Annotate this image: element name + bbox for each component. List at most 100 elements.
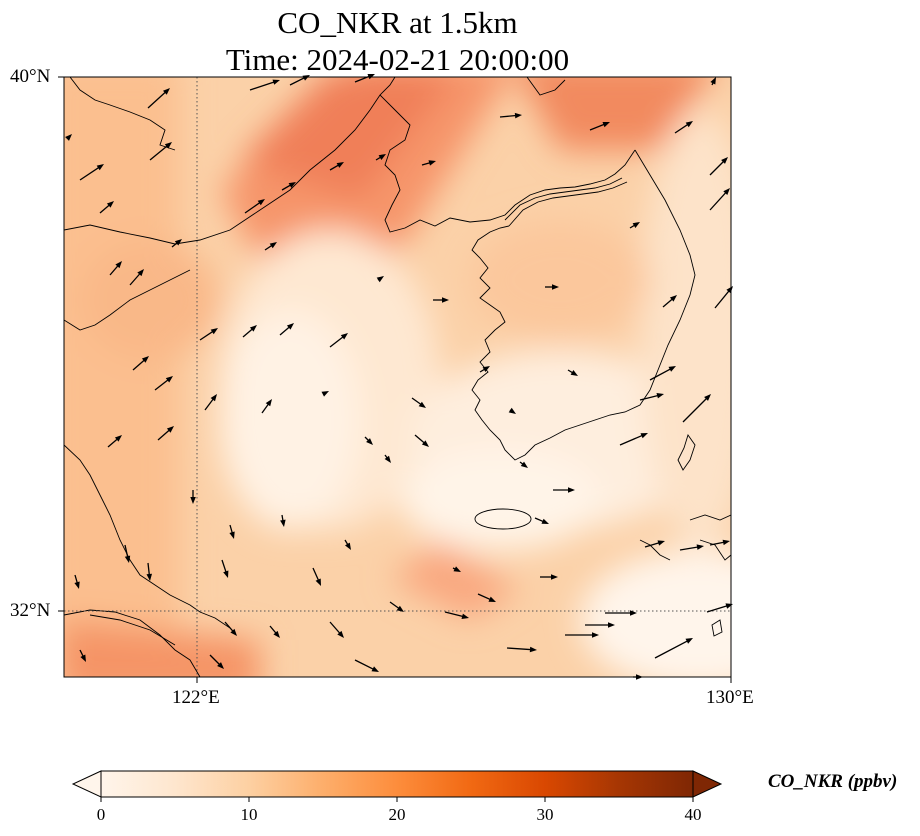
wind-vector-head	[124, 555, 131, 563]
wind-vector-head	[230, 628, 237, 636]
wind-vector-head	[280, 519, 286, 527]
wind-vector-head	[568, 487, 575, 493]
wind-vector-shaft	[249, 80, 278, 91]
wind-vector-shaft	[709, 189, 729, 211]
wind-vector-head	[190, 497, 196, 504]
colorbar-tick-40: 40	[684, 805, 702, 824]
coastlines	[64, 77, 731, 677]
wind-vector-head	[321, 391, 329, 397]
wind-vector-head	[106, 201, 114, 208]
colorbar-extend-min	[71, 770, 102, 798]
wind-vector-head	[96, 164, 104, 171]
wind-vector-head	[384, 455, 391, 463]
wind-vector-head	[114, 435, 122, 442]
wind-vector-head	[396, 605, 404, 612]
lat-label-32n: 32°N	[10, 600, 51, 621]
wind-vector-head	[288, 182, 296, 188]
wind-vector-head	[461, 613, 469, 619]
wind-vector-shaft	[79, 165, 102, 181]
wind-vector-shaft	[506, 647, 535, 651]
wind-vector-head	[229, 531, 235, 539]
wind-vector-head	[65, 134, 72, 141]
wind-vector-head	[453, 566, 461, 572]
wind-vector-head	[551, 574, 558, 580]
map-frame	[63, 76, 732, 678]
wind-vector-head	[217, 662, 224, 669]
lon-label-122e: 122°E	[172, 687, 220, 708]
wind-vector-head	[482, 366, 490, 372]
wind-vector-head	[286, 323, 294, 330]
wind-vector-head	[640, 433, 648, 439]
wind-vector-head	[696, 544, 704, 550]
wind-vector-head	[488, 596, 496, 602]
wind-vector-head	[570, 370, 578, 376]
wind-vector-head	[257, 199, 265, 206]
wind-vector-head	[632, 222, 640, 228]
wind-vector-head	[137, 269, 144, 277]
wind-vector-head	[552, 284, 559, 290]
wind-vector-head	[721, 157, 728, 164]
wind-vector-head	[657, 540, 665, 546]
wind-vector-head	[166, 426, 174, 433]
wind-vector-head	[337, 630, 344, 638]
wind-vector-head	[345, 542, 351, 550]
wind-vector-head	[272, 79, 280, 85]
wind-vector-shaft	[714, 287, 732, 309]
wind-vector-head	[141, 356, 149, 363]
wind-vector-head	[630, 610, 637, 616]
wind-vector-head	[336, 162, 344, 168]
wind-vector-head	[371, 666, 379, 672]
wind-vector-head	[668, 366, 676, 372]
wind-vector-head	[685, 121, 693, 128]
wind-vector-head	[428, 160, 436, 166]
wind-vector-head	[269, 242, 277, 249]
wind-vector-head	[723, 188, 730, 195]
colorbar-tick-20: 20	[388, 805, 406, 824]
wind-vector-head	[74, 581, 80, 589]
lon-label-130e: 130°E	[706, 687, 754, 708]
wind-vector-head	[608, 622, 615, 628]
wind-vector-head	[163, 88, 170, 95]
wind-vector-head	[704, 394, 711, 401]
wind-vector-shaft	[649, 366, 674, 381]
wind-vector-head	[508, 407, 516, 414]
wind-vector-head	[210, 394, 217, 402]
wind-vector-head	[592, 632, 599, 638]
colorbar-tick-0: 0	[96, 805, 106, 824]
wind-vector-head	[273, 630, 280, 638]
wind-vector-head	[249, 325, 257, 332]
map-title: CO_NKR at 1.5km	[277, 5, 518, 40]
wind-vector-head	[602, 122, 610, 128]
wind-vector-head	[315, 578, 321, 586]
wind-vector-shaft	[654, 638, 691, 659]
wind-vector-head	[541, 518, 549, 524]
wind-vector-shaft	[706, 604, 731, 613]
lat-label-40n: 40°N	[10, 66, 51, 87]
wind-vector-head	[529, 646, 537, 653]
wind-vector-shaft	[682, 395, 710, 423]
wind-vector-head	[710, 77, 716, 85]
wind-vector-head	[210, 328, 218, 335]
colorbar	[71, 770, 723, 802]
concentration-field	[64, 77, 731, 677]
gridlines	[64, 77, 731, 677]
wind-vector-shaft	[619, 433, 646, 446]
wind-vector-head	[146, 573, 152, 581]
wind-vector-head	[265, 399, 272, 407]
wind-vector-shaft	[149, 143, 171, 161]
wind-vector-head	[514, 112, 522, 119]
wind-vector-head	[115, 261, 122, 269]
wind-vector-head	[421, 440, 429, 447]
wind-vector-head	[669, 295, 677, 302]
wind-vector-head	[80, 654, 86, 662]
colorbar-extend-max	[692, 770, 723, 798]
wind-vector-head	[302, 75, 310, 81]
wind-vector-shaft	[147, 89, 169, 109]
map-time-subtitle: Time: 2024-02-21 20:00:00	[225, 42, 570, 77]
colorbar-tick-10: 10	[240, 805, 258, 824]
wind-vector-head	[165, 376, 173, 383]
wind-vector-head	[685, 638, 693, 644]
wind-vector-head	[376, 276, 384, 283]
wind-vector-head	[174, 239, 182, 246]
